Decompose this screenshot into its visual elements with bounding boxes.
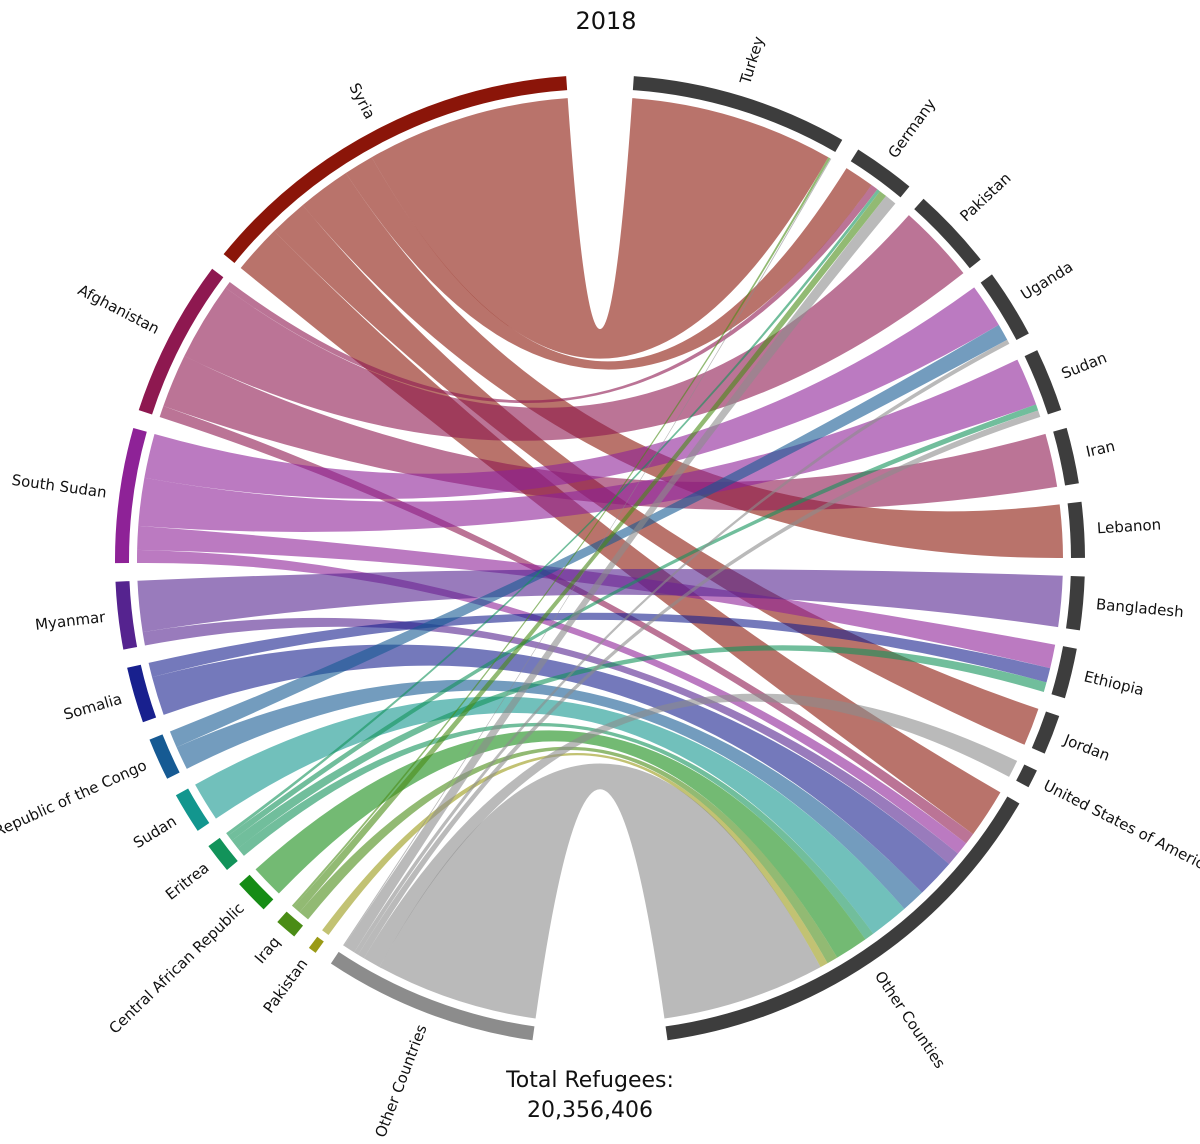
origin-label: Democratic Republic of the Congo [0, 756, 150, 878]
destination-label: Turkey [736, 34, 768, 87]
origin-label: Iraq [251, 933, 284, 967]
origin-arc [239, 874, 274, 910]
destination-arc [850, 149, 910, 198]
ribbon [163, 356, 1058, 511]
destination-label: Other Counties [871, 968, 949, 1072]
chart-title: 2018 [575, 7, 636, 35]
ribbon [379, 763, 821, 1019]
node-arcs [115, 76, 1085, 1041]
origin-label: Myanmar [34, 608, 107, 634]
origin-label: Eritrea [162, 859, 212, 904]
ribbon [344, 195, 896, 953]
destination-label: Sudan [1059, 348, 1110, 382]
ribbon [138, 359, 1037, 532]
destination-label: Iran [1084, 437, 1116, 461]
ribbon [148, 612, 1051, 683]
total-value: 20,356,406 [527, 1098, 653, 1123]
destination-arc [1031, 711, 1060, 754]
ribbon [345, 157, 872, 370]
origin-label: Pakistan [260, 955, 312, 1016]
origin-label: Syria [345, 80, 378, 122]
origin-label: Central African Republic [105, 899, 247, 1037]
destination-label: Uganda [1017, 258, 1076, 304]
origin-arc [149, 734, 180, 779]
destination-arc [914, 198, 981, 269]
origin-label: South Sudan [11, 471, 108, 502]
destination-label: Pakistan [956, 169, 1014, 225]
destination-arc [1024, 350, 1062, 415]
ribbon [152, 644, 950, 893]
ribbon [231, 645, 1047, 849]
ribbon [137, 568, 1063, 633]
destination-label: Lebanon [1096, 515, 1161, 537]
destination-label: Bangladesh [1095, 595, 1184, 621]
origin-label: Other Countries [371, 1022, 430, 1140]
destination-label: Ethiopia [1082, 667, 1146, 699]
ribbon [255, 730, 866, 958]
ribbon [137, 525, 1056, 669]
total-label: Total Refugees: [505, 1068, 674, 1093]
origin-label: Somalia [61, 690, 124, 724]
ribbon [371, 98, 829, 359]
origin-arc [175, 788, 210, 831]
destination-arc [980, 274, 1029, 341]
origin-label: Sudan [130, 812, 180, 852]
ribbon [293, 191, 887, 913]
destination-label: Germany [884, 95, 939, 161]
ribbon [274, 205, 1039, 745]
ribbon [144, 287, 999, 500]
destination-label: United States of America [1041, 776, 1200, 877]
destination-arc [1067, 501, 1085, 559]
destination-arc [632, 76, 843, 152]
destination-arc [665, 796, 1020, 1041]
origin-arc [308, 936, 324, 953]
origin-arc [330, 951, 535, 1041]
destination-arc [1066, 576, 1085, 631]
origin-arc [115, 581, 138, 650]
origin-arc [127, 664, 157, 723]
destination-label: Jordan [1060, 730, 1112, 764]
ribbons [137, 98, 1063, 1019]
origin-arc [223, 76, 568, 263]
origin-arc [208, 837, 238, 870]
origin-label: Afghanistan [75, 281, 163, 338]
destination-arc [1053, 427, 1079, 486]
destination-arc [1016, 764, 1037, 788]
ribbon [299, 746, 838, 964]
ribbon [169, 324, 1008, 748]
destination-arc [1051, 646, 1077, 699]
origin-arc [115, 427, 147, 564]
ribbon [184, 215, 964, 441]
origin-arc [277, 911, 304, 937]
ribbon [240, 231, 1001, 835]
origin-arc [138, 268, 224, 415]
